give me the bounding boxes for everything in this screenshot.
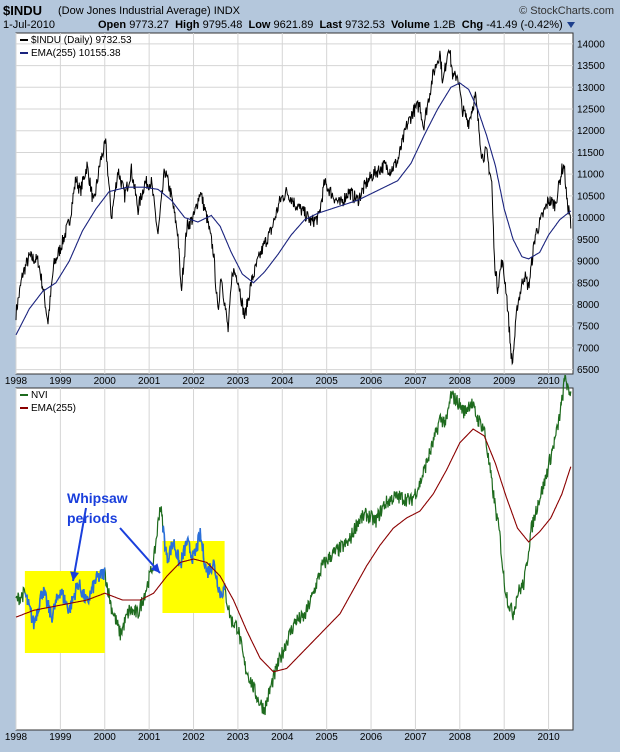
y-tick-label: 13500 [577, 61, 605, 72]
y-tick-label: 7500 [577, 322, 600, 333]
y-tick-label: 8000 [577, 300, 600, 311]
x-tick-label: 2005 [316, 376, 339, 387]
quote-summary: Open 9773.27 High 9795.48 Low 9621.89 La… [98, 19, 575, 31]
x-tick-label: 2003 [227, 732, 250, 743]
series-line-0 [15, 374, 572, 716]
annotation-arrow [119, 527, 161, 574]
annotation-text-line2: periods [67, 510, 118, 526]
x-tick-label: 2010 [537, 732, 560, 743]
chg-label: Chg [461, 19, 484, 31]
last-label: Last [319, 19, 343, 31]
legend-entry: $INDU (Daily) 9732.53 [31, 35, 132, 46]
legend-entry: EMA(255) 10155.38 [31, 48, 121, 59]
x-tick-label: 2008 [449, 732, 472, 743]
x-tick-label: 2001 [138, 376, 161, 387]
whipsaw-segment [24, 567, 106, 630]
x-tick-label: 2003 [227, 376, 250, 387]
x-tick-label: 2004 [271, 376, 294, 387]
y-tick-label: 9000 [577, 257, 600, 268]
legend-entry: NVI [31, 390, 48, 401]
x-tick-label: 2000 [94, 732, 117, 743]
x-tick-label: 1998 [5, 732, 28, 743]
x-tick-label: 2004 [271, 732, 294, 743]
y-tick-label: 11500 [577, 148, 605, 159]
x-tick-label: 2006 [360, 376, 383, 387]
chg-value: -41.49 (-0.42%) [486, 19, 563, 31]
x-tick-label: 2002 [182, 732, 205, 743]
y-tick-label: 10500 [577, 191, 605, 202]
x-tick-label: 1999 [49, 376, 72, 387]
low-value: 9621.89 [273, 19, 314, 31]
x-tick-label: 2008 [449, 376, 472, 387]
low-label: Low [248, 19, 271, 31]
credit-label: © StockCharts.com [519, 5, 614, 17]
x-tick-label: 1999 [49, 732, 72, 743]
x-tick-label: 2009 [493, 732, 516, 743]
symbol-name: (Dow Jones Industrial Average) INDX [58, 5, 240, 17]
series-line-0 [15, 48, 572, 366]
y-tick-label: 10000 [577, 213, 605, 224]
annotation-arrow [72, 507, 87, 582]
x-tick-label: 1998 [5, 376, 28, 387]
x-tick-label: 2000 [94, 376, 117, 387]
open-label: Open [98, 19, 127, 31]
index-name: (Dow Jones Industrial Average) [58, 5, 211, 17]
panel-indicator: 1998 1999 2000 2001 2002 2003 2004 2005 2006 2007… [5, 374, 574, 743]
volume-label: Volume [391, 19, 430, 31]
x-tick-label: 2007 [404, 376, 427, 387]
quote-date: 1-Jul-2010 [3, 19, 55, 31]
legend-entry: EMA(255) [31, 403, 76, 414]
plot-area [15, 387, 574, 731]
panel-price: 1998 1999 2000 2001 2002 2003 2004 2005 2006 2007… [5, 32, 605, 387]
x-tick-label: 2005 [316, 732, 339, 743]
x-tick-label: 2009 [493, 376, 516, 387]
volume-value: 1.2B [433, 19, 456, 31]
dropdown-arrow-icon[interactable] [566, 22, 575, 29]
y-tick-label: 14000 [577, 39, 605, 50]
y-tick-label: 9500 [577, 235, 600, 246]
annotation-arrowhead [150, 563, 160, 573]
x-tick-label: 2002 [182, 376, 205, 387]
last-value: 9732.53 [345, 19, 385, 31]
symbol-label: $INDU [3, 3, 43, 18]
y-tick-label: 11000 [577, 170, 605, 181]
series-line-1 [15, 82, 572, 336]
open-value: 9773.27 [129, 19, 169, 31]
y-tick-label: 13000 [577, 83, 605, 94]
x-tick-label: 2010 [537, 376, 560, 387]
y-tick-label: 12500 [577, 105, 605, 116]
annotation-text: Whipsaw [67, 490, 128, 506]
x-tick-label: 2006 [360, 732, 383, 743]
x-tick-label: 2007 [404, 732, 427, 743]
y-tick-label: 12000 [577, 126, 605, 137]
y-tick-label: 6500 [577, 365, 600, 376]
y-tick-label: 7000 [577, 343, 600, 354]
whipsaw-segment [162, 525, 226, 599]
series-line-1 [15, 428, 572, 673]
y-tick-label: 8500 [577, 278, 600, 289]
exchange-label: INDX [213, 5, 240, 17]
high-label: High [175, 19, 200, 31]
annotation-arrowhead [70, 571, 80, 581]
high-value: 9795.48 [202, 19, 243, 31]
x-tick-label: 2001 [138, 732, 161, 743]
